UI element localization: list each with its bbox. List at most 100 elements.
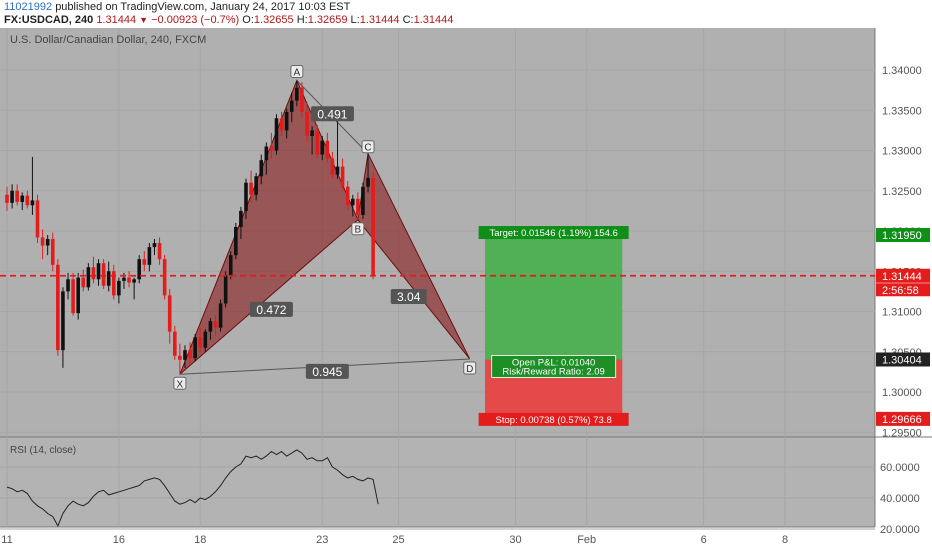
open-value: 1.32655 xyxy=(253,14,294,26)
candle-body xyxy=(249,182,253,195)
axis-labels: 1.340001.335001.330001.325001.320001.315… xyxy=(1,65,930,546)
pnl-box xyxy=(491,354,617,378)
candle-body xyxy=(335,166,340,175)
candle-body xyxy=(366,177,370,187)
point-label-x: X xyxy=(177,379,184,390)
point-label-box xyxy=(361,140,375,154)
candle-body xyxy=(279,118,284,131)
candle-body xyxy=(218,303,223,328)
candle-body xyxy=(66,279,70,292)
chart-header: 11021992 published on TradingView.com, J… xyxy=(0,0,932,28)
author-link[interactable]: 11021992 xyxy=(4,1,53,13)
candle-body xyxy=(371,177,375,277)
candle-body xyxy=(106,271,111,286)
candle-body xyxy=(295,87,299,101)
time-tick-label: 23 xyxy=(316,534,328,546)
candle-body xyxy=(111,271,116,296)
candle-body xyxy=(274,118,279,151)
down-triangle-icon: ▼ xyxy=(139,15,149,25)
point-label-box xyxy=(173,376,187,390)
candle-body xyxy=(325,140,330,159)
candle-body xyxy=(10,190,14,203)
symbol-label: FX:USDCAD, 240 xyxy=(4,14,94,26)
countdown-badge-box xyxy=(876,283,930,297)
candle-body xyxy=(20,195,25,203)
candle-body xyxy=(244,182,248,211)
price-tick-label: 1.31000 xyxy=(882,307,922,319)
point-label-box xyxy=(290,64,304,78)
ratio-label: 0.472 xyxy=(256,303,286,317)
candle-body xyxy=(91,267,96,280)
stop-label: Stop: 0.00738 (0.57%) 73.8 xyxy=(496,415,612,426)
low-label: L: xyxy=(350,14,360,26)
candle-body xyxy=(35,200,40,238)
candle-body xyxy=(30,200,35,206)
candle-body xyxy=(127,277,131,283)
time-tick-label: 30 xyxy=(509,534,521,546)
candle-body xyxy=(305,111,309,137)
candle-body xyxy=(193,337,197,359)
candle-body xyxy=(81,277,86,288)
point-label-box xyxy=(463,361,477,375)
stop-price-badge: 1.29666 xyxy=(882,414,922,426)
price-tick-label: 1.33500 xyxy=(882,105,922,117)
candle-body xyxy=(132,279,136,283)
candle-body xyxy=(25,195,30,206)
ratio-box xyxy=(310,106,354,122)
candle-body xyxy=(173,331,177,356)
candle-body xyxy=(162,259,167,296)
candle-body xyxy=(122,277,126,281)
time-tick-label: 11 xyxy=(1,534,12,546)
price-tick-label: 1.30000 xyxy=(882,387,922,399)
low-value: 1.31444 xyxy=(359,14,400,26)
candle-body xyxy=(76,277,80,314)
rsi-tick-label: 40.0000 xyxy=(880,493,920,505)
entry-price-badge-box xyxy=(876,352,930,367)
target-box xyxy=(478,226,629,240)
candle-body xyxy=(167,295,172,332)
time-tick-label: 6 xyxy=(701,534,707,546)
profit-zone xyxy=(484,235,623,360)
target-price-badge-box xyxy=(876,228,930,243)
candle-body xyxy=(152,243,157,248)
candle-body xyxy=(137,259,142,280)
rsi-label: RSI (14, close) xyxy=(10,445,76,456)
stop-box xyxy=(478,412,629,426)
pattern-labels[interactable]: X A B C D 0.491 0.472 3.04 0.945 Target: 0.01546 … xyxy=(173,64,629,426)
price-chart[interactable]: U.S. Dollar/Canadian Dollar, 240, FXCM X… xyxy=(0,28,932,550)
stop-price-badge-box xyxy=(876,411,930,426)
candle-body xyxy=(178,355,182,360)
close-label: C: xyxy=(402,14,414,26)
candle-body xyxy=(264,146,269,161)
candle-body xyxy=(15,190,19,203)
candle-body xyxy=(61,291,65,351)
candle-body xyxy=(223,275,228,304)
candle-body xyxy=(40,237,45,246)
ratio-box xyxy=(305,363,349,379)
publish-line: 11021992 published on TradingView.com, J… xyxy=(4,1,350,13)
chart-title: U.S. Dollar/Canadian Dollar, 240, FXCM xyxy=(10,34,206,46)
price-tick-label: 1.33000 xyxy=(882,146,922,158)
candle-body xyxy=(96,263,101,280)
candle-body xyxy=(117,280,121,296)
time-tick-label: Feb xyxy=(577,534,596,546)
price-change: −0.00923 (−0.7%) xyxy=(151,14,240,26)
time-tick-label: 25 xyxy=(392,534,404,546)
candle-body xyxy=(320,140,325,155)
point-label-c: C xyxy=(364,143,371,154)
long-position-tool[interactable] xyxy=(484,235,623,419)
candle-body xyxy=(284,111,289,131)
candle-body xyxy=(208,321,213,332)
candle-body xyxy=(142,259,147,265)
candle-body xyxy=(157,243,162,260)
candle-body xyxy=(101,263,106,286)
entry-price-badge: 1.30404 xyxy=(882,354,922,366)
open-pnl-label: Open P&L: 0.01040 xyxy=(512,357,595,368)
candle-body xyxy=(361,186,365,215)
candlesticks xyxy=(5,80,375,375)
candle-body xyxy=(269,146,274,151)
candle-body xyxy=(228,255,233,276)
point-label-d: D xyxy=(466,364,473,375)
current-price-badge: 1.31444 xyxy=(882,271,922,283)
time-axis[interactable] xyxy=(0,527,875,550)
